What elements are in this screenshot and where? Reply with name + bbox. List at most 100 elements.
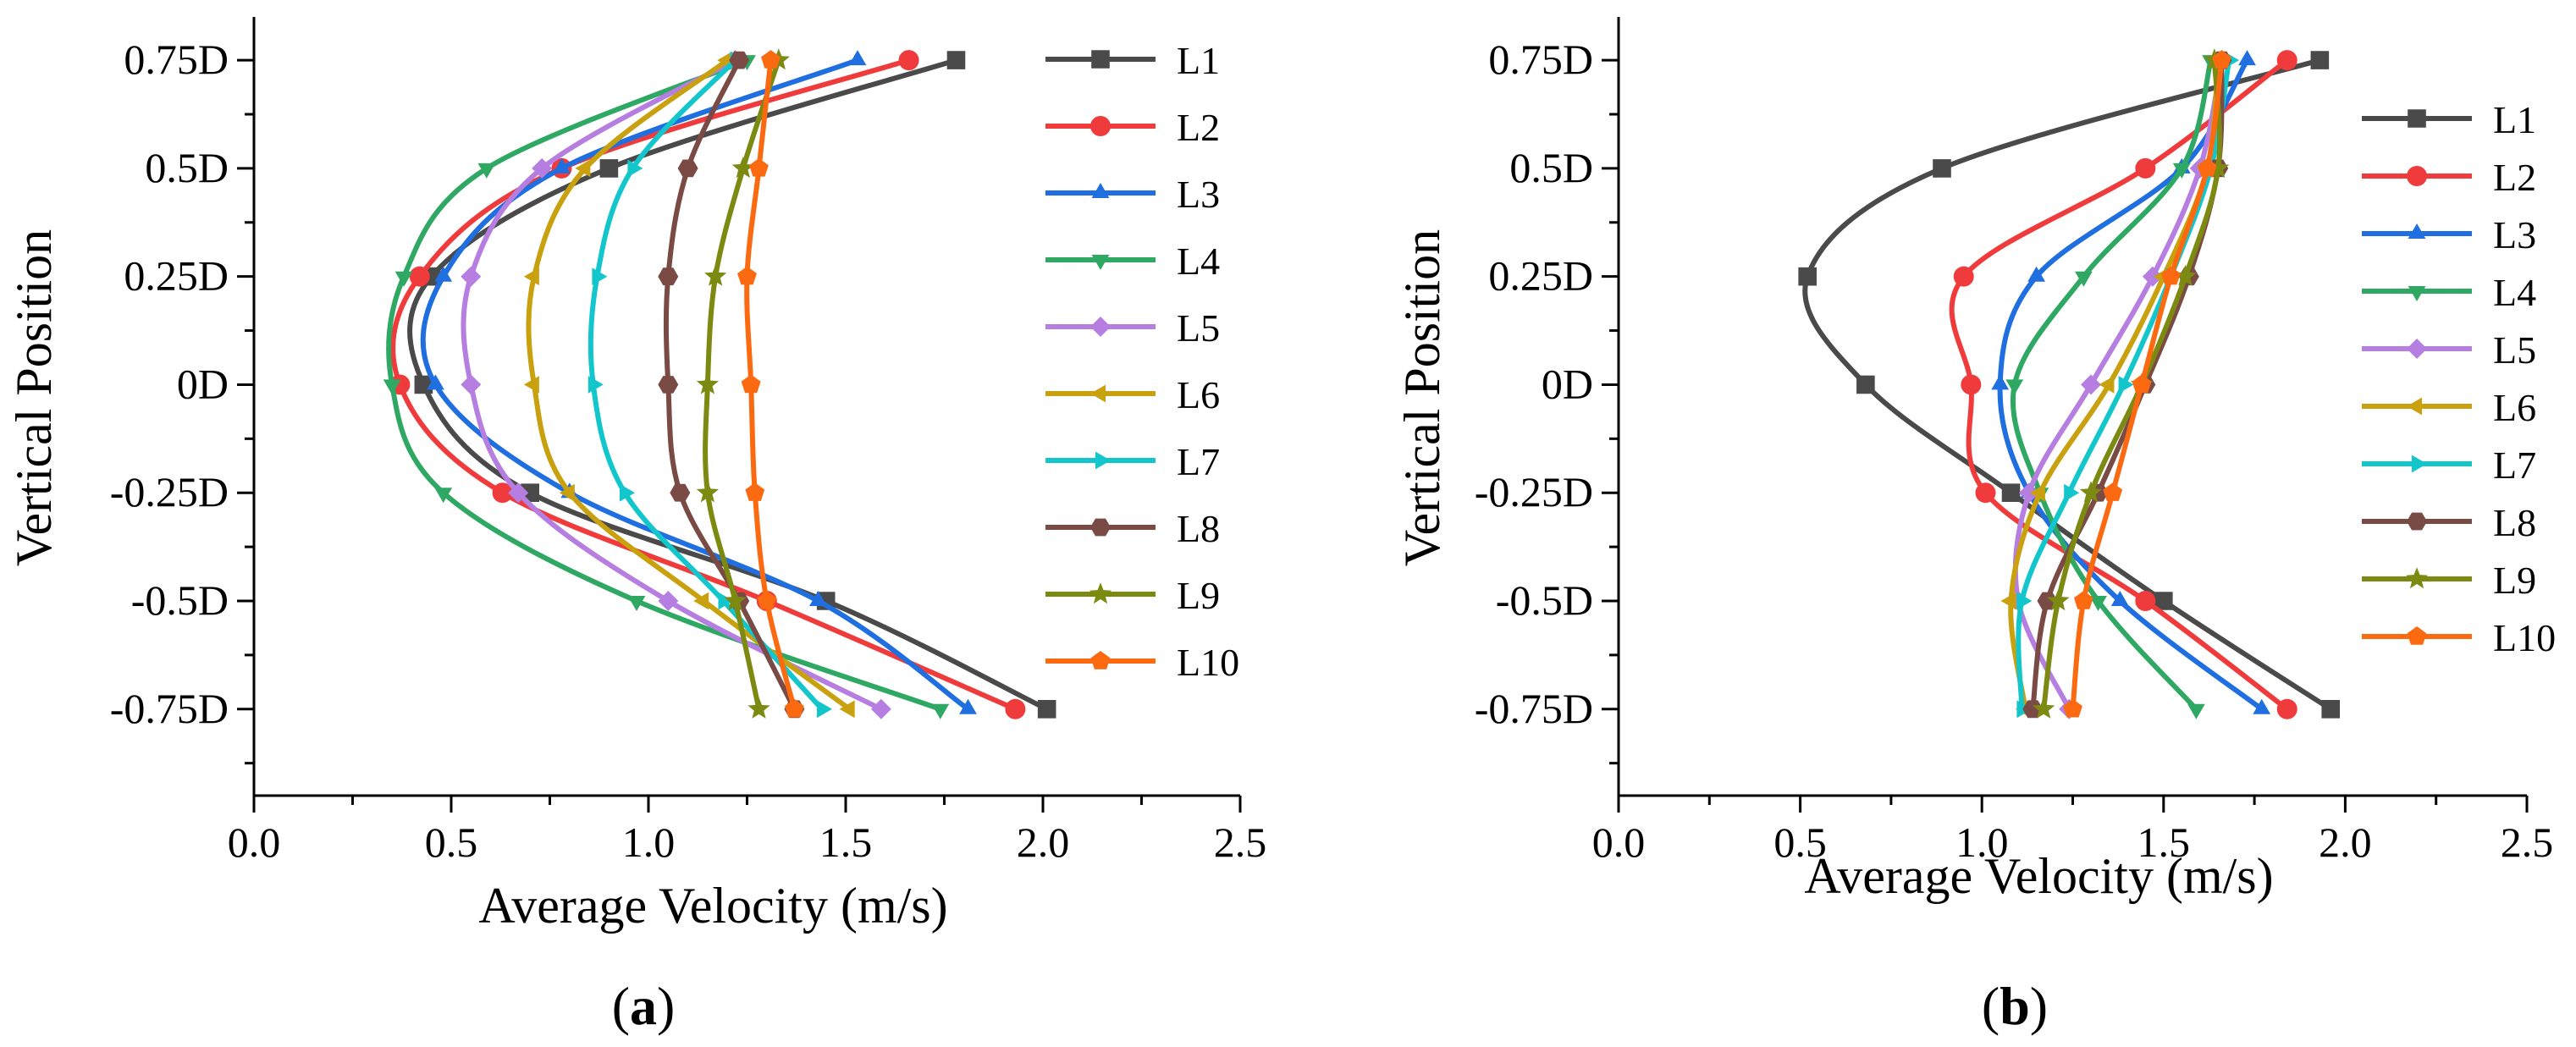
- chart-a-legend-marker: [1090, 317, 1111, 337]
- chart-a-data-point: [587, 376, 604, 394]
- chart-a-data-point: [553, 157, 571, 174]
- chart-a-data-point: [1005, 698, 1026, 719]
- chart-a-data-point: [427, 374, 444, 390]
- chart-a-y-tick-label: 0.75D: [124, 36, 229, 83]
- chart-a-data-point: [757, 591, 777, 609]
- chart-b-data-point: [2047, 589, 2070, 611]
- chart-a-data-point: [737, 266, 757, 285]
- chart-b-y-tick-label: 0.75D: [1488, 36, 1593, 83]
- chart-a-legend-item-l3: L3: [1045, 173, 1220, 216]
- chart-b-series-l1: [1798, 51, 2341, 719]
- chart-b-legend-label: L9: [2493, 559, 2536, 602]
- chart-b-data-point: [1933, 159, 1951, 178]
- chart-a-x-tick-label: 0.0: [228, 818, 281, 866]
- chart-b-legend-marker: [2408, 109, 2426, 128]
- chart-b-x-tick-label: 0.5: [1773, 818, 1827, 866]
- chart-b-data-point: [2089, 596, 2107, 611]
- chart-b-data-point: [2142, 266, 2163, 287]
- chart-b-y-tick-label: 0.5D: [1509, 144, 1593, 191]
- chart-a-data-point: [704, 264, 727, 286]
- chart-b-series-l2: [1949, 50, 2297, 719]
- chart-b-legend-label: L7: [2493, 444, 2536, 487]
- chart-b-data-point: [2310, 51, 2330, 69]
- chart-b-data-point: [2005, 379, 2024, 395]
- chart-b-legend-label: L2: [2493, 156, 2536, 199]
- chart-b-data-point: [1991, 374, 2010, 390]
- chart-b-y-tick-label: 0D: [1542, 360, 1593, 407]
- panel-a: 0.0 0.5 1.0 1.5 2.0 2.5 0.75D 0.5D 0.25D 0D -0.25D…: [6, 17, 1266, 1036]
- chart-a-legend-item-l7: L7: [1045, 440, 1220, 483]
- chart-b-data-point: [2276, 50, 2297, 71]
- chart-a-data-point: [745, 482, 765, 501]
- chart-a-data-point: [731, 157, 754, 179]
- chart-b-data-point: [2174, 264, 2197, 286]
- chart-b-legend-item-l1: L1: [2362, 98, 2536, 141]
- chart-b-y-tick-label: 0.25D: [1488, 252, 1593, 300]
- chart-b-data-point: [2321, 699, 2341, 719]
- chart-a-data-point: [620, 483, 635, 502]
- chart-b-legend-marker: [2405, 567, 2429, 589]
- chart-a-data-point: [749, 157, 769, 177]
- chart-a-series-l1: [407, 51, 1056, 719]
- chart-a-data-point: [658, 376, 679, 394]
- chart-b-y-tick-label: -0.75D: [1475, 685, 1593, 732]
- chart-a-data-point: [839, 700, 855, 719]
- chart-a-legend-item-l6: L6: [1045, 373, 1220, 416]
- chart-a-data-point: [718, 592, 734, 610]
- chart-a-x-tick-label: 1.0: [622, 818, 676, 866]
- chart-b-data-point: [1961, 374, 1982, 395]
- chart-a-legend-marker: [1095, 451, 1111, 470]
- chart-b-data-point: [2037, 592, 2058, 610]
- chart-b-legend-marker: [2412, 455, 2427, 473]
- chart-a-legend-marker: [1090, 384, 1106, 403]
- chart-b-data-point: [1953, 266, 1974, 287]
- chart-b-data-point: [2029, 483, 2045, 502]
- chart-a-y-tick-label: 0D: [177, 360, 229, 407]
- chart-a-data-point: [508, 482, 529, 504]
- chart-b-data-point: [2016, 592, 2033, 610]
- chart-a-data-point: [677, 159, 698, 178]
- chart-b-data-point: [2022, 700, 2044, 719]
- chart-a-data-point: [817, 700, 832, 719]
- chart-b-data-point: [2064, 483, 2080, 502]
- chart-b-legend-label: L3: [2493, 213, 2536, 256]
- chart-a-data-point: [946, 51, 966, 69]
- chart-a-x-tick-label: 1.5: [819, 818, 873, 866]
- chart-a-legend-label: L1: [1177, 39, 1220, 82]
- chart-a-legend-label: L2: [1177, 106, 1220, 149]
- chart-b-data-point: [2212, 50, 2231, 69]
- chart-a-data-point: [785, 698, 804, 718]
- chart-a-caption: (a): [612, 976, 676, 1036]
- chart-b-legend-marker: [2407, 626, 2427, 645]
- chart-b-legend-marker: [2407, 166, 2427, 186]
- chart-b-data-point: [2207, 157, 2230, 179]
- chart-a-legend-item-l8: L8: [1045, 507, 1220, 550]
- chart-b-data-point: [2019, 482, 2039, 504]
- chart-a-x-axis-title: Average Velocity (m/s): [478, 878, 947, 934]
- chart-b-data-point: [2074, 591, 2093, 609]
- chart-a-legend-marker: [1090, 651, 1111, 670]
- chart-b-legend-item-l2: L2: [2362, 156, 2536, 199]
- chart-b-data-point: [2154, 592, 2173, 610]
- chart-a-data-point: [434, 266, 453, 282]
- chart-a-data-point: [848, 50, 867, 66]
- chart-b-legend-marker: [2407, 397, 2422, 416]
- chart-a-legend-label: L3: [1177, 173, 1220, 216]
- chart-a-legend-marker: [1091, 50, 1110, 69]
- chart-b-legend-item-l10: L10: [2362, 616, 2556, 659]
- chart-b-legend-label: L6: [2493, 386, 2536, 429]
- chart-b-data-point: [2063, 698, 2082, 718]
- chart-b-data-point: [2000, 592, 2016, 610]
- chart-b-series-line-l1: [1802, 58, 2332, 712]
- chart-a-data-point: [575, 159, 591, 178]
- chart-a-series-line-l4: [386, 58, 941, 712]
- chart-a-data-point: [741, 374, 761, 394]
- chart-b-data-point: [2238, 50, 2256, 66]
- chart-a-legend-label: L9: [1177, 574, 1220, 617]
- chart-a-data-point: [599, 159, 619, 178]
- chart-b-legend-marker: [2408, 286, 2426, 301]
- chart-a-legend-item-l2: L2: [1045, 106, 1220, 149]
- chart-a-legend-item-l9: L9: [1045, 574, 1220, 617]
- chart-a-series-l10: [737, 50, 804, 718]
- chart-b-legend-label: L4: [2493, 271, 2536, 314]
